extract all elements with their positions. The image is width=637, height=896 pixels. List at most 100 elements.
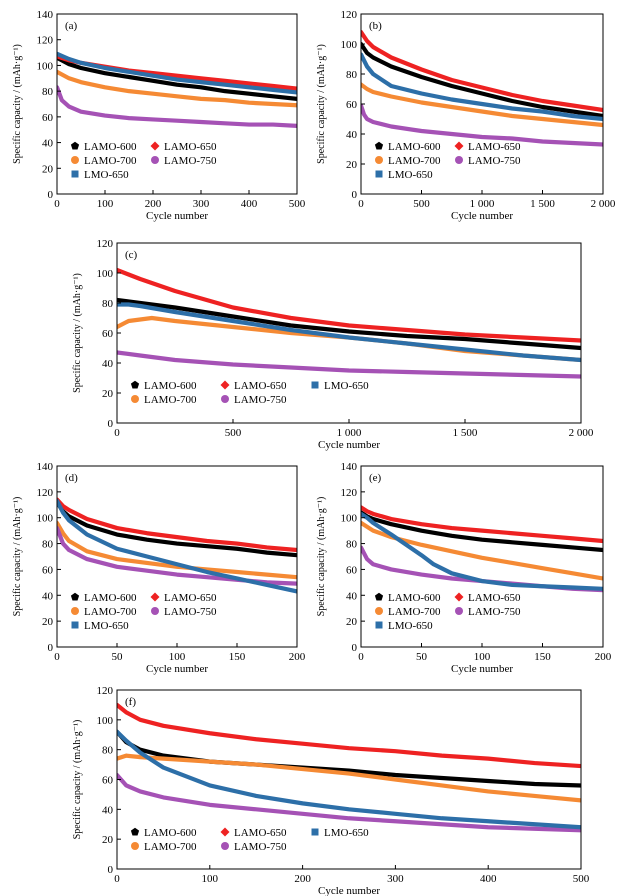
data-point-lamo-700 <box>173 319 177 323</box>
x-tick-label: 500 <box>413 198 430 210</box>
data-point-lamo-650 <box>450 78 454 82</box>
y-tick-label: 60 <box>346 99 358 111</box>
y-tick-label: 80 <box>102 745 114 757</box>
data-point-lamo-700 <box>365 525 369 529</box>
data-point-lmo-650 <box>540 109 545 114</box>
panel-label: (f) <box>125 696 136 708</box>
legend-marker-lamo-600 <box>70 592 80 601</box>
data-point-lamo-700 <box>265 573 269 577</box>
data-point-lamo-750 <box>67 104 71 109</box>
x-tick-label: 150 <box>229 651 246 663</box>
data-point-lamo-750 <box>103 113 107 118</box>
x-axis-label: Cycle number <box>318 885 380 896</box>
data-point-lmo-650 <box>199 80 203 84</box>
data-point-lamo-650 <box>480 529 484 533</box>
legend-marker-lamo-650 <box>150 141 160 151</box>
data-point-lamo-600 <box>175 83 179 87</box>
data-point-lamo-650 <box>67 508 71 512</box>
data-point-lamo-750 <box>371 120 375 124</box>
legend-marker-lamo-750 <box>221 395 229 403</box>
data-point-lamo-650 <box>138 718 142 722</box>
legend-marker-lmo-650 <box>71 621 79 629</box>
data-point-lamo-600 <box>480 538 484 542</box>
data-point-lamo-750 <box>450 132 454 136</box>
data-point-lamo-750 <box>138 353 142 358</box>
data-point-lamo-650 <box>419 67 424 72</box>
data-point-lamo-650 <box>571 536 575 541</box>
data-point-lamo-650 <box>486 757 490 761</box>
data-point-lmo-650 <box>510 106 514 111</box>
y-tick-label: 120 <box>341 487 358 499</box>
data-point-lamo-700 <box>138 317 142 322</box>
data-point-lamo-600 <box>440 776 444 780</box>
chart-panel-e: 0 50 100 150 200 0 20 40 60 80 100 120 140 Cycle numb… <box>316 461 612 675</box>
data-point-lamo-700 <box>419 543 424 547</box>
legend-label-lamo-750: LAMO-750 <box>468 155 521 167</box>
data-point-lmo-650 <box>371 521 375 525</box>
data-point-lamo-750 <box>173 358 177 362</box>
data-point-lamo-600 <box>486 779 490 783</box>
data-point-lamo-750 <box>247 122 251 127</box>
data-point-lamo-600 <box>173 305 177 310</box>
data-point-lamo-650 <box>480 85 484 90</box>
data-point-lmo-650 <box>450 97 454 102</box>
x-axis-label: Cycle number <box>318 439 380 451</box>
data-point-lamo-700 <box>138 755 142 759</box>
data-point-lmo-650 <box>127 302 131 307</box>
data-point-lamo-600 <box>510 99 514 103</box>
y-axis-label: Specific capacity / (mAh·g⁻¹) <box>316 44 327 164</box>
data-point-lamo-750 <box>521 373 525 377</box>
x-tick-label: 2 000 <box>591 198 616 210</box>
data-point-lmo-650 <box>393 812 397 816</box>
data-point-lamo-750 <box>115 565 119 569</box>
data-point-lmo-650 <box>486 819 490 823</box>
series-line-lamo-750 <box>117 350 581 379</box>
x-tick-label: 300 <box>193 198 210 210</box>
data-point-lamo-600 <box>540 105 545 109</box>
data-point-lamo-750 <box>365 117 369 121</box>
data-point-lamo-650 <box>301 742 305 746</box>
data-point-lamo-650 <box>208 731 212 735</box>
data-point-lamo-700 <box>67 539 71 543</box>
legend-marker-lamo-750 <box>455 607 463 615</box>
data-point-lmo-650 <box>85 532 89 537</box>
chart-panel-f: 0 100 200 300 400 500 0 20 40 60 80 100 120 Cycle num… <box>72 685 590 896</box>
legend-label-lamo-700: LAMO-700 <box>84 155 137 167</box>
legend-marker-lamo-650 <box>220 827 230 837</box>
data-point-lamo-600 <box>521 341 525 346</box>
data-point-lamo-700 <box>393 777 397 782</box>
legend-label-lamo-700: LAMO-700 <box>388 155 441 167</box>
data-point-lamo-750 <box>124 783 128 788</box>
legend-marker-lamo-750 <box>151 156 159 164</box>
legend-label-lmo-650: LMO-650 <box>388 620 433 632</box>
legend-marker-lamo-700 <box>71 156 79 164</box>
legend-marker-lamo-700 <box>131 395 139 403</box>
x-tick-label: 50 <box>112 651 124 663</box>
legend-label-lamo-650: LAMO-650 <box>164 141 217 153</box>
y-axis-label: Specific capacity / (mAh·g⁻¹) <box>72 720 83 840</box>
data-point-lamo-600 <box>371 55 375 60</box>
data-point-lmo-650 <box>365 516 369 520</box>
legend-marker-lamo-600 <box>70 141 80 150</box>
data-point-lamo-600 <box>289 323 293 328</box>
data-point-lamo-750 <box>271 122 275 127</box>
data-point-lamo-750 <box>223 121 227 125</box>
data-point-lmo-650 <box>145 554 149 559</box>
data-point-lamo-700 <box>540 566 545 570</box>
data-point-lmo-650 <box>67 57 71 61</box>
data-point-lmo-650 <box>115 547 119 551</box>
data-point-lmo-650 <box>432 562 436 566</box>
data-point-lamo-600 <box>480 91 484 96</box>
data-point-lamo-600 <box>235 547 239 551</box>
y-tick-label: 20 <box>102 388 114 400</box>
y-tick-label: 140 <box>37 9 54 21</box>
legend-marker-lamo-700 <box>375 607 383 615</box>
data-point-lamo-650 <box>540 99 545 103</box>
x-tick-label: 0 <box>54 198 60 210</box>
legend-label-lamo-750: LAMO-750 <box>234 841 287 853</box>
data-point-lamo-650 <box>145 531 149 535</box>
legend-marker-lamo-600 <box>130 380 140 389</box>
x-tick-label: 1 500 <box>530 198 555 210</box>
legend-marker-lmo-650 <box>71 170 79 178</box>
